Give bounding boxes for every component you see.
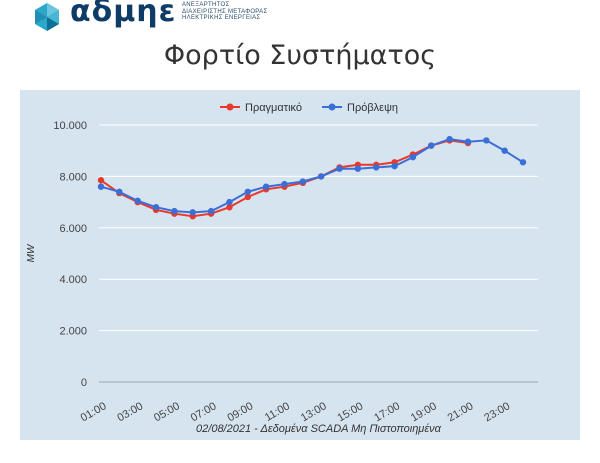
series-2-point: [354, 165, 362, 172]
legend-swatch-marker: [328, 103, 336, 111]
y-tick-label: 6.000: [59, 223, 87, 235]
page-title: Φορτίο Συστήματος: [163, 40, 437, 71]
series-2-point: [391, 162, 398, 170]
y-tick-label: 4.000: [59, 274, 87, 286]
series-1-point: [244, 193, 251, 201]
series-2-point: [134, 197, 141, 205]
series-2-point: [226, 198, 233, 206]
series-2-point: [464, 138, 472, 145]
series-2-point: [409, 153, 417, 161]
series-2-point: [116, 188, 123, 196]
series-2-point: [336, 165, 343, 172]
series-1-point: [226, 204, 233, 211]
series-2-point: [428, 142, 435, 149]
series-2-point: [446, 135, 453, 143]
series-2-point: [152, 204, 160, 211]
series-2-point: [501, 147, 508, 154]
series-2-point: [483, 137, 490, 144]
admie-logo-icon: [35, 3, 59, 31]
series-2-point: [519, 159, 527, 166]
logo-wordmark: αδμηε: [70, 0, 177, 29]
series-2-point: [317, 173, 325, 180]
legend-label: Πρόβλεψη: [347, 102, 398, 114]
series-2-point: [244, 188, 251, 196]
logo-tagline: ΑΝΕΞΑΡΤΗΤΟΣ ΔΙΑΧΕΙΡΙΣΤΗΣ ΜΕΤΑΦΟΡΑΣ ΗΛΕΚΤ…: [182, 2, 268, 21]
series-2-point: [207, 207, 215, 215]
y-axis-label: MW: [26, 243, 37, 262]
series-2-point: [189, 209, 196, 216]
legend-label: Πραγματικό: [245, 102, 302, 114]
y-tick-label: 2.000: [59, 326, 87, 338]
chart-background: [20, 90, 580, 440]
legend-swatch-marker: [226, 103, 234, 111]
y-tick-label: 0: [81, 377, 87, 389]
series-2-point: [171, 207, 178, 215]
header: αδμηε ΑΝΕΞΑΡΤΗΤΟΣ ΔΙΑΧΕΙΡΙΣΤΗΣ ΜΕΤΑΦΟΡΑΣ…: [0, 0, 600, 40]
x-axis-label: 02/08/2021 - Δεδομένα SCADA Μη Πιστοποιη…: [196, 423, 442, 435]
series-2-point: [299, 178, 307, 185]
series-1-point: [97, 177, 105, 184]
y-tick-label: 8.000: [59, 171, 87, 183]
y-tick-label: 10.000: [53, 120, 87, 132]
series-2-point: [373, 164, 380, 171]
series-2-point: [262, 183, 270, 190]
series-2-point: [97, 183, 105, 190]
series-2-point: [281, 180, 288, 188]
